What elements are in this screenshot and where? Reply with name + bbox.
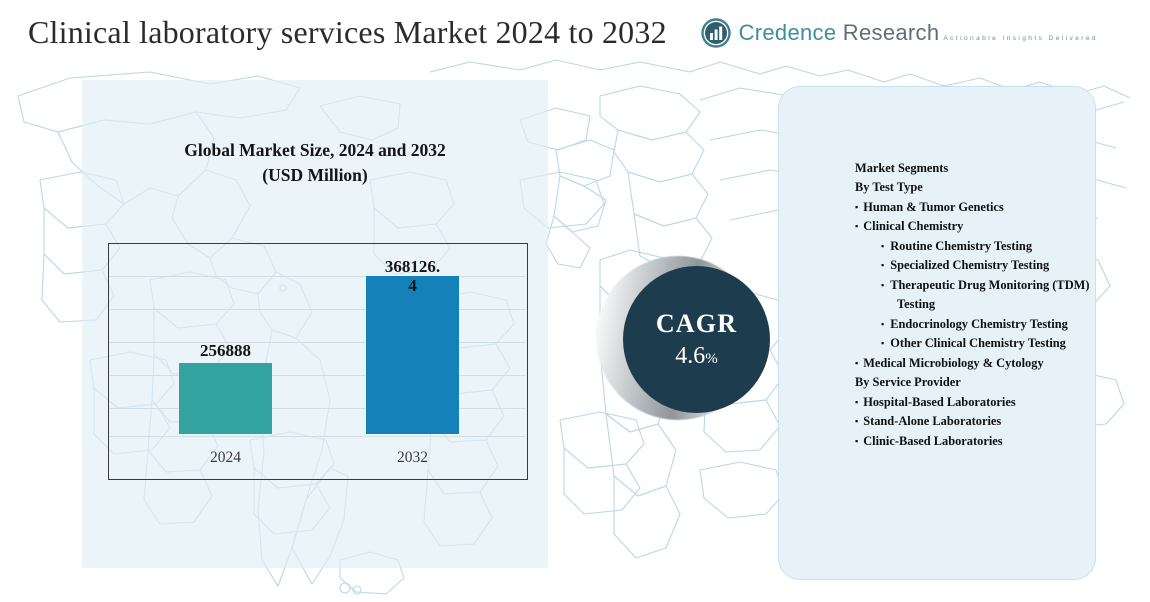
segment-item: Stand-Alone Laboratories [855, 412, 1101, 431]
bar-value-label-2032-line2: 4 [408, 276, 417, 296]
bar-value-label-2032-line1: 368126. [384, 256, 441, 276]
chart-title-line1: Global Market Size, 2024 and 2032 [184, 140, 446, 160]
cagr-unit: % [705, 351, 718, 367]
gridline [110, 408, 526, 409]
category-label-2024: 2024 [210, 449, 241, 466]
segment-item: Clinic-Based Laboratories [855, 432, 1101, 451]
gridline [110, 309, 526, 310]
cagr-number: 4.6 [675, 343, 706, 369]
segments-heading-service-provider: By Service Provider [855, 375, 961, 390]
logo-word-research: Research [842, 20, 940, 45]
cagr-circle: CAGR 4.6% [623, 266, 770, 413]
logo-word-credence: Credence [738, 20, 837, 45]
segments-heading-test-type: By Test Type [855, 180, 923, 195]
chart-title-line2: (USD Million) [262, 165, 368, 186]
brand-logo: Credence Research Actionable Insights De… [700, 18, 1098, 48]
segment-item: Human & Tumor Genetics [855, 198, 1101, 217]
market-segments-list: Market Segments By Test Type Human & Tum… [855, 159, 1101, 451]
page-title: Clinical laboratory services Market 2024… [28, 14, 667, 50]
gridline [110, 276, 526, 277]
cagr-badge: CAGR 4.6% [596, 256, 786, 421]
bar-value-label-2032: 368126. 4 [356, 257, 469, 296]
gridline [110, 436, 526, 437]
bar-value-label-2024: 256888 [169, 341, 282, 361]
segment-item: Hospital-Based Laboratories [855, 393, 1101, 412]
segment-subitem: Therapeutic Drug Monitoring (TDM) Testin… [855, 276, 1101, 315]
bar-2032 [366, 276, 459, 434]
logo-wordmark: Credence Research [739, 20, 940, 45]
bar-value-label-2024-line1: 256888 [200, 341, 251, 361]
market-segments-panel: Market Segments By Test Type Human & Tum… [778, 86, 1096, 580]
gridline [110, 375, 526, 376]
segment-subitem: Other Clinical Chemistry Testing [855, 334, 1101, 353]
segment-item: Clinical Chemistry [855, 217, 1101, 236]
cagr-label: CAGR [655, 309, 738, 338]
segment-item: Medical Microbiology & Cytology [855, 354, 1101, 373]
segment-subitem: Routine Chemistry Testing [855, 237, 1101, 256]
segment-subitem: Specialized Chemistry Testing [855, 256, 1101, 275]
cagr-value: 4.6% [675, 344, 718, 368]
category-label-2032: 2032 [397, 449, 428, 466]
gridline [110, 342, 526, 343]
bar-2024 [179, 363, 272, 434]
chart-title: Global Market Size, 2024 and 2032 (USD M… [82, 138, 548, 189]
segments-heading-main: Market Segments [855, 161, 949, 175]
market-size-bar-chart: 256888 2024 368126. 4 2032 [108, 243, 528, 480]
logo-tagline: Actionable Insights Delivered [943, 35, 1098, 42]
market-size-panel: Global Market Size, 2024 and 2032 (USD M… [82, 80, 548, 568]
logo-wordmark-group: Credence Research Actionable Insights De… [739, 22, 1098, 44]
segment-subitem: Endocrinology Chemistry Testing [855, 315, 1101, 334]
bar-chart-circle-logo-icon [700, 18, 731, 48]
